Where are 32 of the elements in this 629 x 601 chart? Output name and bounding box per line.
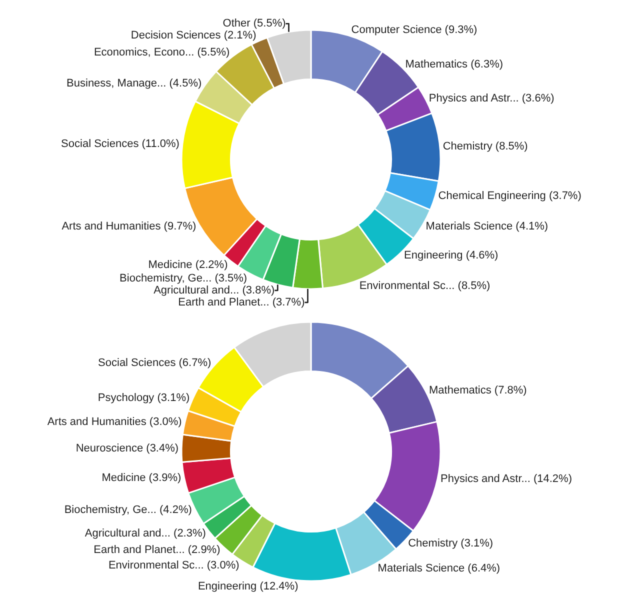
slice-label: Earth and Planet... (2.9%) bbox=[94, 544, 220, 556]
slice-label: Earth and Planet... (3.7%) bbox=[178, 296, 305, 308]
slice-label: Physics and Astr... (14.2%) bbox=[440, 473, 572, 486]
slice-label: Arts and Humanities (3.0%) bbox=[47, 416, 182, 428]
slice-label: Environmental Sc... (8.5%) bbox=[359, 280, 490, 292]
slice-label: Physics and Astr... (3.6%) bbox=[428, 92, 554, 105]
slice-label: Biochemistry, Ge... (4.2%) bbox=[64, 504, 192, 516]
slice-label: Medicine (2.2%) bbox=[148, 258, 228, 271]
slice-label: Social Sciences (6.7%) bbox=[98, 356, 212, 369]
slice-label: Engineering (4.6%) bbox=[404, 250, 498, 262]
slice-label: Engineering (12.4%) bbox=[198, 580, 298, 593]
slice-label: Chemical Engineering (3.7%) bbox=[438, 190, 582, 202]
slice-label: Agricultural and... (3.8%) bbox=[154, 284, 275, 296]
slice-label: Neuroscience (3.4%) bbox=[76, 442, 179, 454]
slice-label: Other (5.5%) bbox=[222, 18, 286, 30]
slice-label: Economics, Econo... (5.5%) bbox=[94, 46, 230, 59]
slice-label: Mathematics (7.8%) bbox=[429, 384, 527, 397]
slice-label: Materials Science (6.4%) bbox=[378, 562, 500, 575]
slice-label: Psychology (3.1%) bbox=[98, 392, 190, 404]
slice-label: Arts and Humanities (9.7%) bbox=[62, 220, 196, 232]
slice-label: Materials Science (4.1%) bbox=[426, 220, 548, 232]
slice-label: Agricultural and... (2.3%) bbox=[84, 527, 206, 540]
slice-label: Social Sciences (11.0%) bbox=[61, 138, 180, 150]
slice-label: Decision Sciences (2.1%) bbox=[130, 30, 256, 42]
slice-label: Chemistry (3.1%) bbox=[408, 537, 494, 550]
slice-label: Business, Manage... (4.5%) bbox=[66, 78, 202, 90]
slice-label: Computer Science (9.3%) bbox=[351, 24, 478, 36]
slice-label: Chemistry (8.5%) bbox=[442, 140, 528, 153]
slice-label: Mathematics (6.3%) bbox=[405, 58, 504, 71]
slice-label: Environmental Sc... (3.0%) bbox=[108, 560, 240, 572]
slice-label: Biochemistry, Ge... (3.5%) bbox=[120, 272, 248, 284]
slice-label: Medicine (3.9%) bbox=[102, 472, 182, 484]
